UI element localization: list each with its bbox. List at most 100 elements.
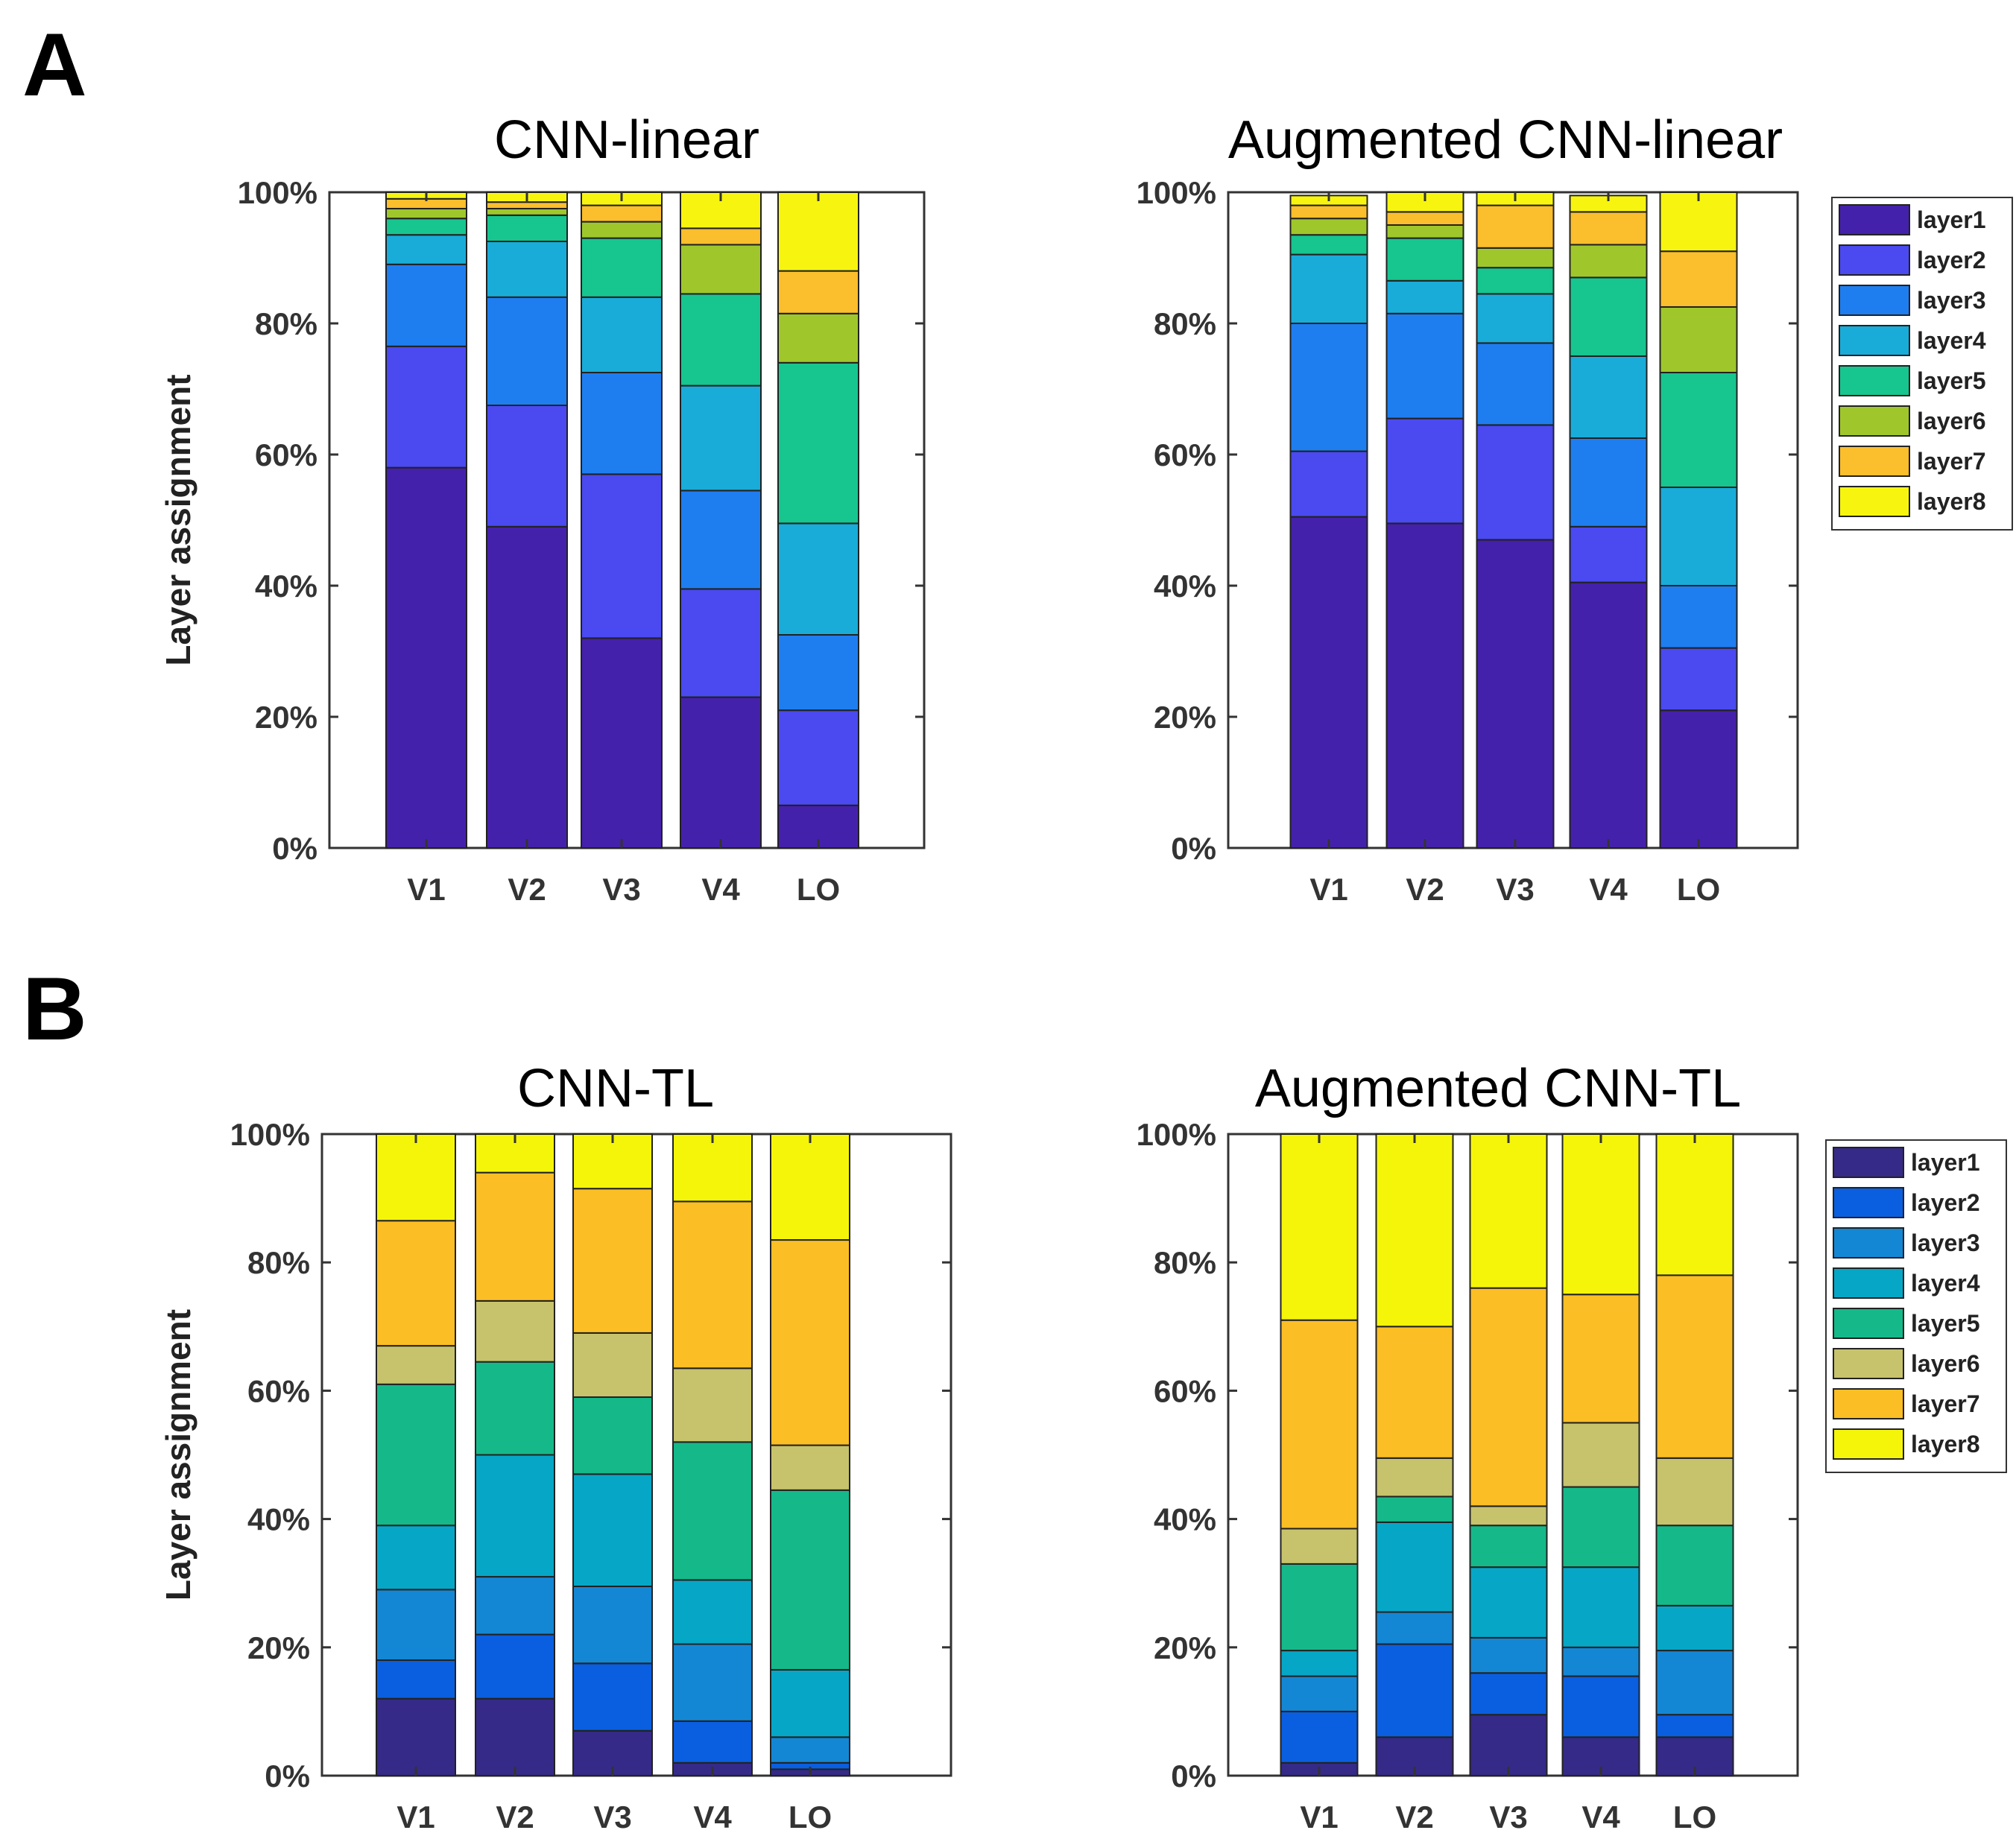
- bar-stack-V4: [680, 191, 762, 849]
- bar-V1-layer6: [385, 208, 467, 220]
- bar-LO-layer6: [1655, 1457, 1734, 1527]
- bar-V2-layer4: [475, 1454, 555, 1578]
- bar-stack-V1: [385, 191, 467, 849]
- x-tick-label: LO: [789, 1799, 832, 1835]
- bar-V1-layer7: [376, 1220, 456, 1347]
- chart-3: Augmented CNN-TL 0% 20% 40% 60% 80% 100% V1 V2 V3…: [1137, 1059, 2007, 1835]
- bar-V4-layer6: [1569, 244, 1648, 279]
- y-tick-label: 100%: [238, 175, 317, 210]
- bar-V3-layer6: [572, 1332, 653, 1399]
- bar-LO-layer8: [777, 191, 859, 272]
- bar-V2-layer4: [486, 241, 568, 298]
- chart-title: CNN-TL: [517, 1059, 714, 1118]
- bar-LO-layer3: [1655, 1650, 1734, 1716]
- y-tick-label: 60%: [1154, 437, 1216, 472]
- chart-0: CNN-linear 0% 20% 40% 60% 80% 100% Layer assign…: [159, 110, 926, 907]
- y-tick-label: 40%: [1154, 569, 1216, 604]
- x-tick-label: V4: [1581, 1799, 1620, 1835]
- bar-V2-layer6: [486, 208, 568, 216]
- x-tick-label: V2: [1395, 1799, 1433, 1835]
- x-tick-label: V1: [1300, 1799, 1338, 1835]
- bar-V3-layer3: [572, 1586, 653, 1665]
- legend-label-layer3: layer3: [1911, 1229, 1980, 1256]
- bar-V2-layer3: [475, 1576, 555, 1636]
- y-tick-label: 20%: [255, 700, 317, 735]
- bar-stack-V3: [1476, 191, 1555, 849]
- bar-V3-layer5: [572, 1396, 653, 1475]
- bar-V1-layer3: [1280, 1675, 1359, 1712]
- bar-V3-layer7: [1469, 1287, 1548, 1507]
- bar-V3-layer5: [1469, 1525, 1548, 1568]
- bar-stack-LO: [770, 1133, 850, 1776]
- bar-LO-layer6: [770, 1444, 850, 1491]
- bar-LO-layer2: [777, 709, 859, 806]
- bar-V2-layer5: [1385, 237, 1464, 282]
- bar-LO-layer5: [777, 361, 859, 525]
- bar-V3-layer6: [1476, 247, 1555, 269]
- legend-swatch-layer2: [1839, 244, 1910, 276]
- bar-V1-layer5: [1280, 1563, 1359, 1652]
- bar-V3-layer6: [1469, 1505, 1548, 1527]
- bar-V4-layer7: [680, 227, 762, 246]
- bar-LO-layer5: [1659, 372, 1738, 488]
- bar-stack-V1: [1280, 1133, 1359, 1777]
- bar-V2-layer7: [1385, 211, 1464, 226]
- bar-V4-layer3: [1569, 437, 1648, 528]
- legend-label-layer7: layer7: [1911, 1390, 1980, 1417]
- bar-V2-layer3: [486, 296, 568, 406]
- bar-V1-layer8: [376, 1133, 456, 1222]
- bar-LO-layer8: [1655, 1133, 1734, 1276]
- legend-swatch-layer6: [1833, 1348, 1904, 1379]
- bar-V2-layer2: [1375, 1643, 1454, 1738]
- bar-stack-V3: [572, 1133, 653, 1776]
- bar-V2-layer1: [1385, 522, 1464, 849]
- bar-stack-V3: [581, 191, 663, 849]
- legend-swatch-layer4: [1833, 1267, 1904, 1299]
- bar-stack-V3: [1469, 1133, 1548, 1777]
- x-tick-label: V1: [396, 1799, 435, 1835]
- y-tick-label: 80%: [247, 1245, 310, 1280]
- bar-V3-layer3: [1469, 1636, 1548, 1674]
- bar-V3-layer4: [1469, 1566, 1548, 1639]
- x-tick-label: V3: [1496, 872, 1534, 907]
- bar-V2-layer3: [1375, 1611, 1454, 1645]
- bar-V2-layer1: [475, 1697, 555, 1776]
- bar-V1-layer2: [376, 1659, 456, 1700]
- bar-V3-layer2: [581, 473, 663, 639]
- bar-V1-layer5: [1289, 234, 1368, 256]
- legend-swatch-layer1: [1839, 204, 1910, 235]
- x-tick-label: V2: [1406, 872, 1444, 907]
- bar-LO-layer3: [777, 634, 859, 712]
- y-tick-label: 60%: [255, 437, 317, 472]
- legend-swatch-layer3: [1839, 285, 1910, 316]
- bar-V3-layer4: [1476, 293, 1555, 344]
- bar-V4-layer4: [1561, 1566, 1640, 1648]
- y-tick-label: 20%: [1154, 700, 1216, 735]
- bar-V3-layer6: [581, 221, 663, 239]
- bar-V3-layer3: [1476, 342, 1555, 426]
- bar-LO-layer4: [1655, 1604, 1734, 1652]
- bar-V1-layer4: [1289, 253, 1368, 325]
- y-tick-label: 60%: [247, 1373, 310, 1408]
- panel-letter-a: A: [22, 15, 87, 115]
- bar-V4-layer8: [1561, 1133, 1640, 1296]
- bar-V1-layer6: [1280, 1528, 1359, 1565]
- bar-V4-layer2: [1561, 1675, 1640, 1738]
- bar-V2-layer4: [1385, 279, 1464, 314]
- x-tick-label: V3: [1489, 1799, 1527, 1835]
- bar-LO-layer8: [770, 1133, 850, 1241]
- bar-V4-layer3: [680, 490, 762, 590]
- legend-swatch-layer3: [1833, 1227, 1904, 1259]
- bar-LO-layer6: [1659, 306, 1738, 373]
- legend-swatch-layer8: [1839, 486, 1910, 517]
- bar-V4-layer1: [1569, 581, 1648, 849]
- y-axis-label: Layer assignment: [159, 1309, 198, 1601]
- bar-V1-layer3: [376, 1589, 456, 1662]
- x-tick-label: V4: [701, 872, 740, 907]
- bar-V1-layer4: [385, 234, 467, 265]
- bar-V4-layer3: [672, 1643, 753, 1722]
- chart-title: CNN-linear: [494, 110, 759, 170]
- bar-LO-layer3: [1659, 585, 1738, 649]
- legend-label-layer2: layer2: [1917, 247, 1986, 273]
- bar-V3-layer5: [581, 237, 663, 298]
